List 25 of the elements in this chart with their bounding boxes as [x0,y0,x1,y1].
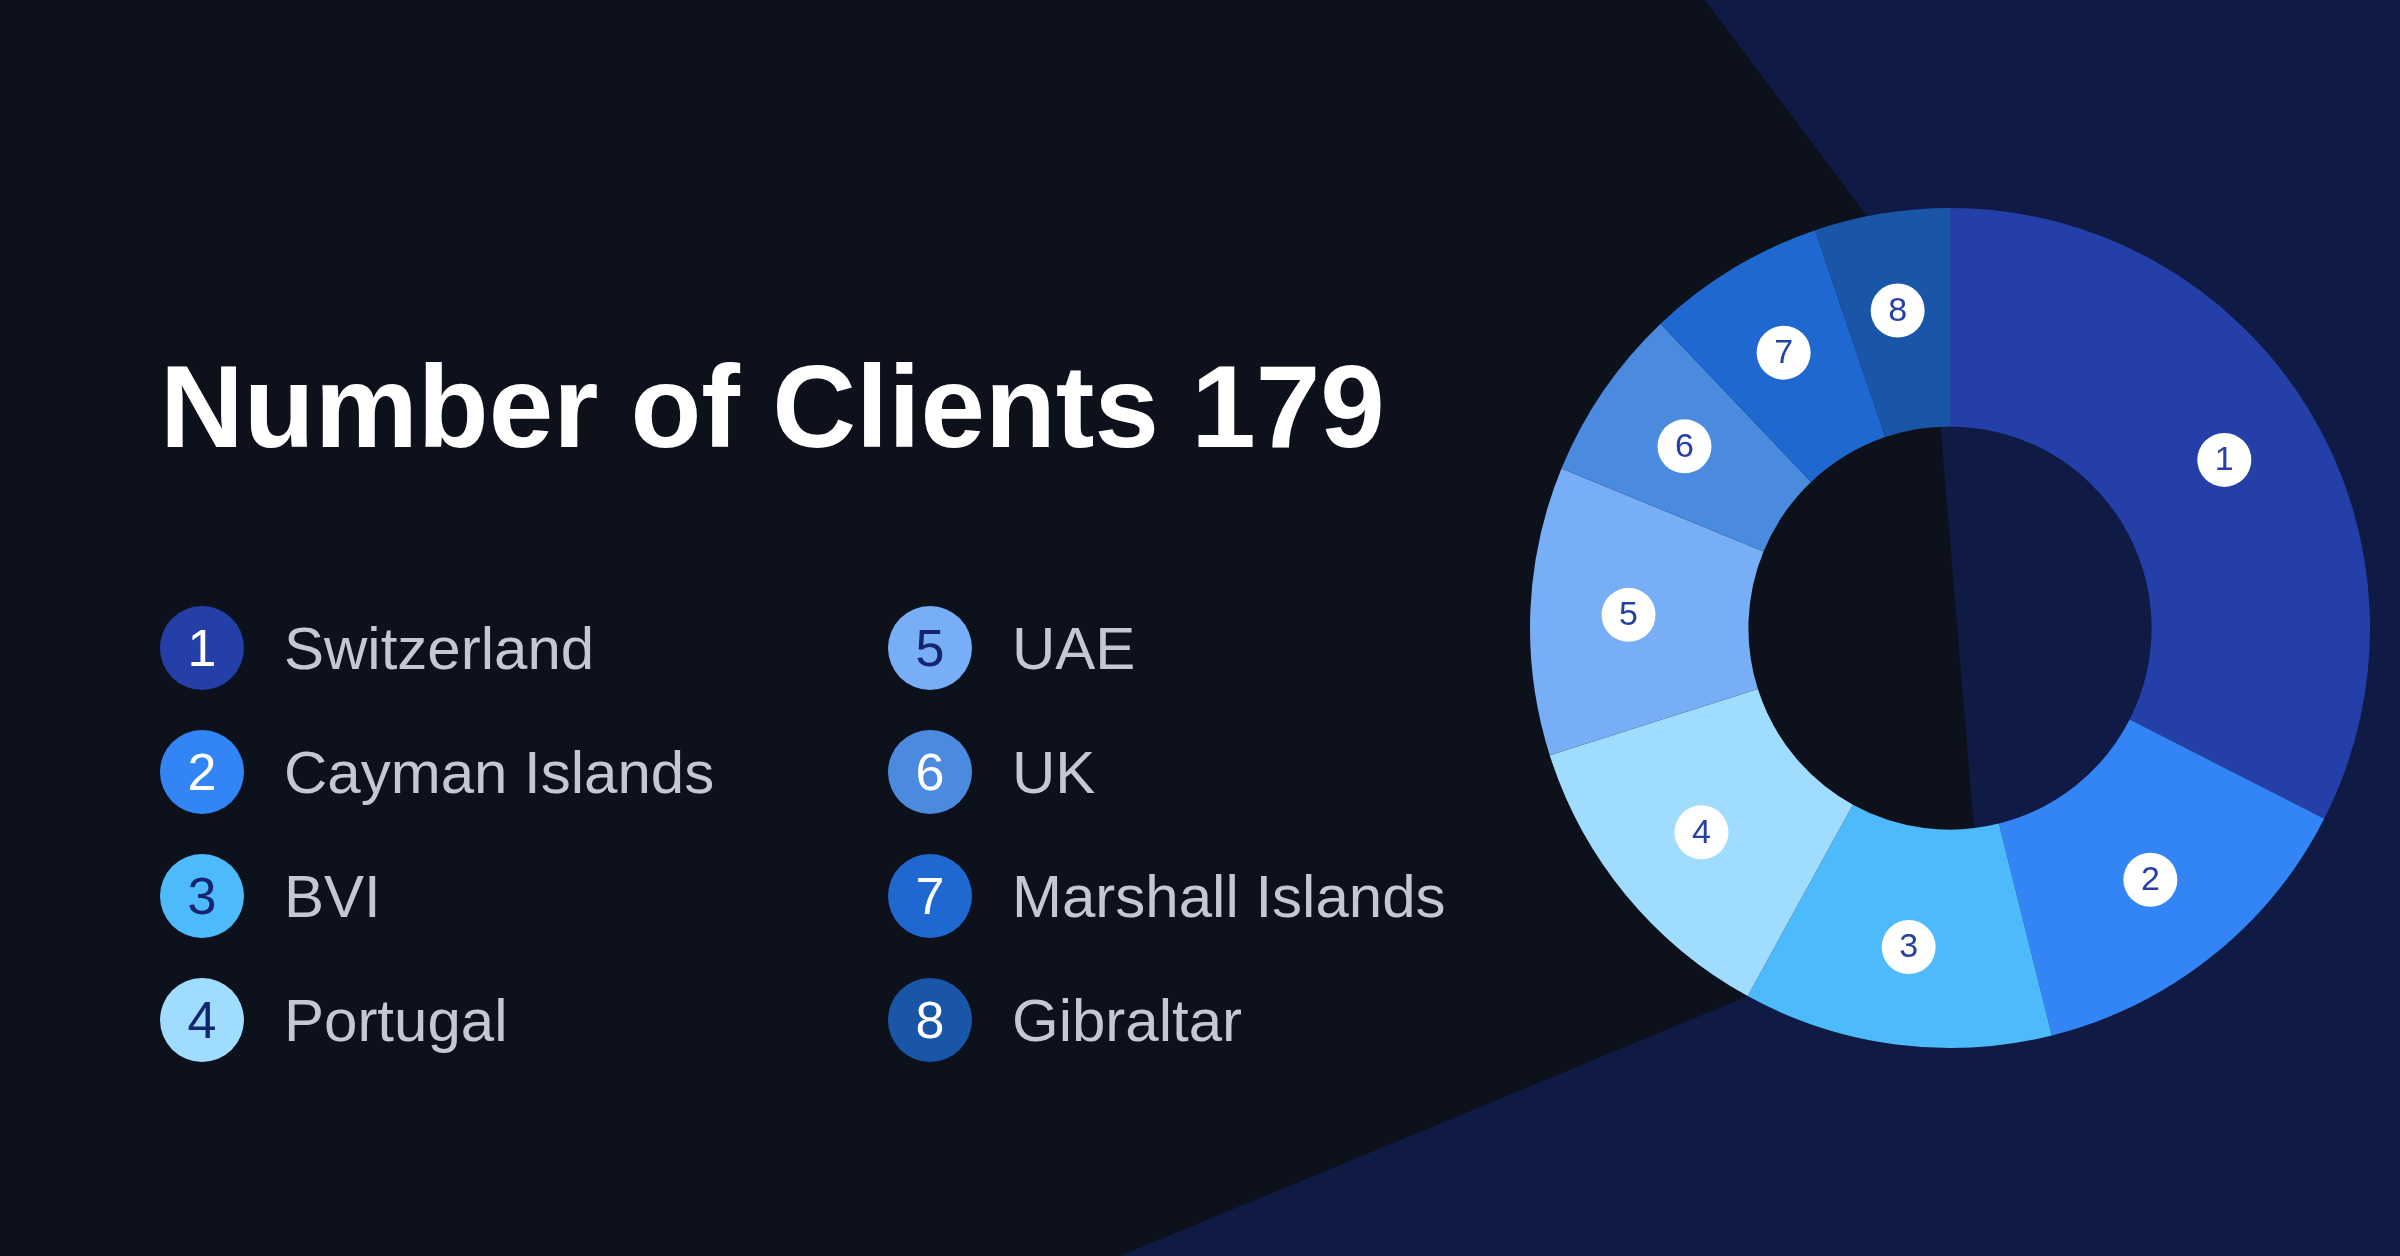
text: 7 [1774,332,1794,371]
text: 7 [888,854,972,938]
legend-label: Gibraltar [1012,985,1243,1055]
text: 1 [160,606,244,690]
text: 3 [160,854,244,938]
text: 8 [888,978,972,1062]
text: 5 [1619,594,1639,633]
text: 5 [888,606,972,690]
legend-label: UAE [1012,613,1136,683]
text: 6 [1675,425,1694,464]
legend-label: Switzerland [284,613,595,683]
text: 3 [1899,926,1919,965]
legend-label: BVI [284,861,381,931]
legend-label: Cayman Islands [284,737,715,807]
legend-label: UK [1012,737,1096,807]
legend-label: Portugal [284,985,508,1055]
text: 2 [2140,859,2160,898]
text: 4 [160,978,244,1062]
text: 6 [888,730,972,814]
text: Number of Clients 179 [160,341,1385,474]
text: 2 [160,730,244,814]
text: 1 [2214,439,2234,478]
text: 8 [1888,289,1908,328]
legend-label: Marshall Islands [1012,861,1446,931]
text: 4 [1692,811,1711,850]
